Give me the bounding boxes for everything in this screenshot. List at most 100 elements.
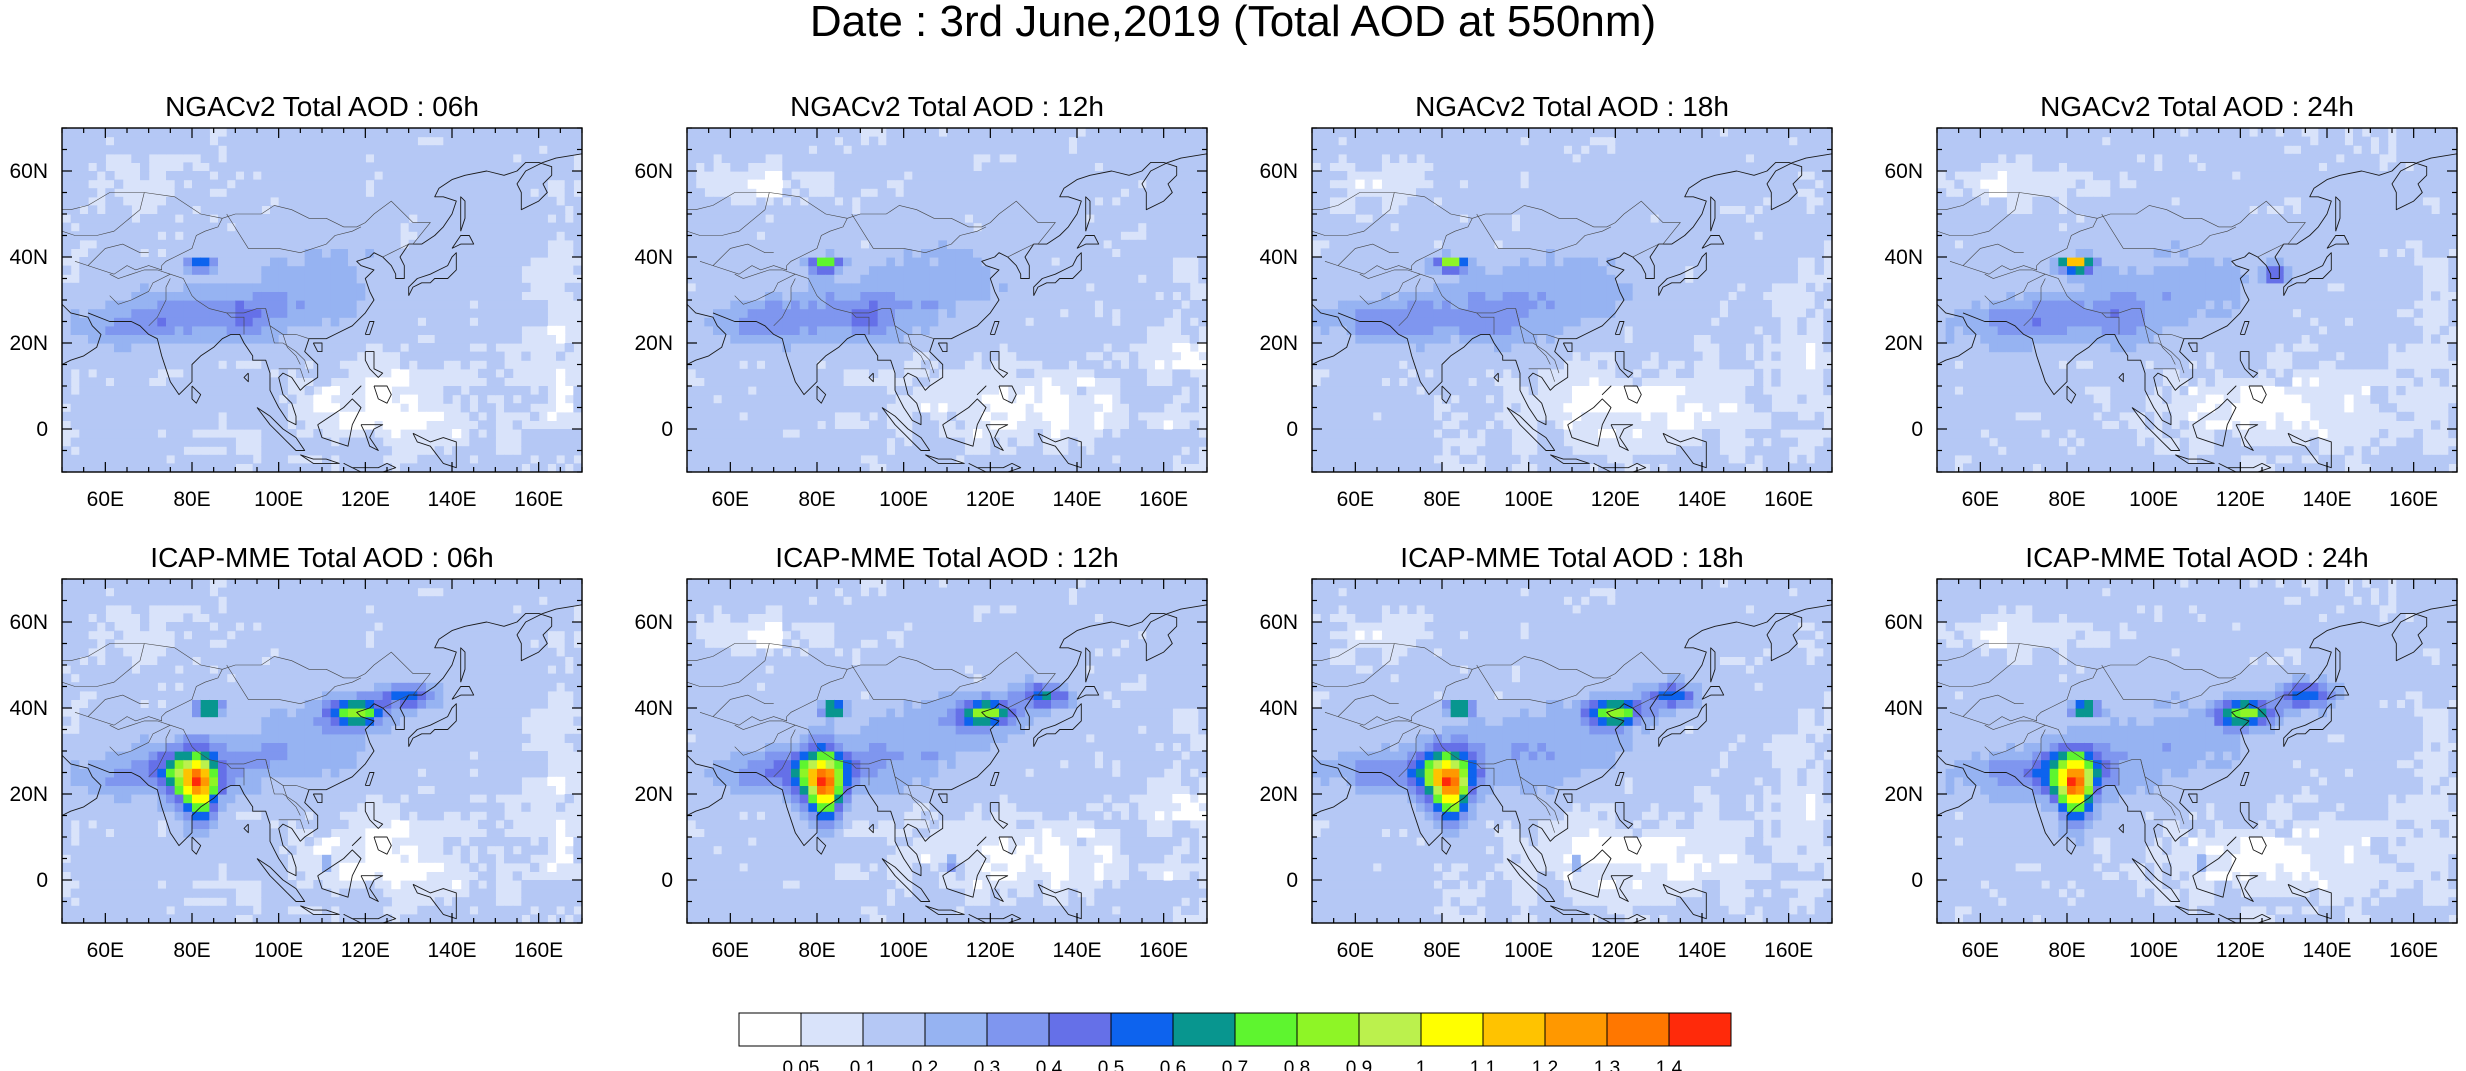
coastlines xyxy=(62,153,582,472)
lon-tick-label: 80E xyxy=(1423,488,1460,511)
lon-tick-label: 140E xyxy=(2302,939,2351,962)
lat-tick-label: 60N xyxy=(634,160,673,183)
lat-tick-label: 20N xyxy=(9,783,48,806)
lon-tick-label: 120E xyxy=(341,488,390,511)
aod-field xyxy=(1937,579,2457,923)
aod-field xyxy=(1937,128,2457,472)
aod-map: 60E 80E 100E 120E 140E 160E 60N 40N 20N 0 xyxy=(9,127,583,511)
lon-tick-label: 160E xyxy=(1764,939,1813,962)
country-borders xyxy=(1312,643,1681,833)
lat-tick-label: 40N xyxy=(1884,246,1923,269)
map-panel-icap-mme-18h: ICAP-MME Total AOD : 18h 60E 80E 100E 120E 1… xyxy=(1259,543,1833,962)
colorbar-label: 0.8 xyxy=(1284,1058,1310,1071)
aod-field xyxy=(62,579,582,923)
lat-tick-label: 60N xyxy=(1259,160,1298,183)
colorbar-box xyxy=(1110,1012,1174,1047)
colorbar-boxes xyxy=(738,1012,1732,1047)
lon-tick-label: 160E xyxy=(1764,488,1813,511)
lon-tick-label: 100E xyxy=(1504,488,1553,511)
lon-tick-label: 100E xyxy=(879,488,928,511)
lon-tick-label: 160E xyxy=(2389,939,2438,962)
lat-tick-label: 40N xyxy=(634,246,673,269)
aod-field xyxy=(687,579,1207,923)
colorbar-box xyxy=(862,1012,926,1047)
lat-tick-label: 60N xyxy=(1259,611,1298,634)
lat-tick-label: 0 xyxy=(661,869,673,892)
colorbar-box xyxy=(924,1012,988,1047)
lon-tick-label: 120E xyxy=(1591,488,1640,511)
aod-map: 60E 80E 100E 120E 140E 160E 60N 40N 20N 0 xyxy=(1259,127,1833,511)
aod-map: 60E 80E 100E 120E 140E 160E 60N 40N 20N 0 xyxy=(9,578,583,962)
lat-tick-label: 0 xyxy=(36,418,48,441)
colorbar-label: 1.1 xyxy=(1470,1058,1496,1071)
lon-tick-label: 140E xyxy=(1677,939,1726,962)
lon-tick-label: 60E xyxy=(1962,488,1999,511)
colorbar-label: 0.2 xyxy=(912,1058,938,1071)
colorbar-box xyxy=(1606,1012,1670,1047)
lat-tick-label: 20N xyxy=(1884,332,1923,355)
lat-tick-label: 20N xyxy=(1259,332,1298,355)
lon-tick-label: 80E xyxy=(2048,488,2085,511)
lat-tick-label: 40N xyxy=(1259,246,1298,269)
lat-tick-label: 0 xyxy=(1286,869,1298,892)
lon-tick-label: 80E xyxy=(798,939,835,962)
lon-tick-label: 140E xyxy=(2302,488,2351,511)
lat-tick-label: 60N xyxy=(9,160,48,183)
panel-title: ICAP-MME Total AOD : 12h xyxy=(775,542,1119,573)
colorbar-label: 0.05 xyxy=(783,1058,820,1071)
colorbar-box xyxy=(800,1012,864,1047)
panel-title: NGACv2 Total AOD : 18h xyxy=(1415,91,1729,122)
lon-tick-label: 60E xyxy=(1962,939,1999,962)
panel-title: ICAP-MME Total AOD : 06h xyxy=(150,542,494,573)
lon-tick-label: 80E xyxy=(173,939,210,962)
lat-tick-label: 0 xyxy=(36,869,48,892)
colorbar-label: 0.4 xyxy=(1036,1058,1063,1071)
colorbar-label: 0.1 xyxy=(850,1058,876,1071)
country-borders xyxy=(1312,192,1681,382)
colorbar-box xyxy=(1172,1012,1236,1047)
lon-tick-label: 140E xyxy=(1677,488,1726,511)
map-panel-ngacv2-24h: NGACv2 Total AOD : 24h 60E 80E 100E 120E 140… xyxy=(1884,92,2458,511)
lon-tick-label: 100E xyxy=(254,939,303,962)
aod-map: 60E 80E 100E 120E 140E 160E 60N 40N 20N 0 xyxy=(634,578,1208,962)
aod-map: 60E 80E 100E 120E 140E 160E 60N 40N 20N 0 xyxy=(1884,127,2458,511)
colorbar-label: 1.2 xyxy=(1532,1058,1558,1071)
aod-map: 60E 80E 100E 120E 140E 160E 60N 40N 20N 0 xyxy=(1884,578,2458,962)
panel-title: NGACv2 Total AOD : 24h xyxy=(2040,91,2354,122)
lat-tick-label: 20N xyxy=(634,332,673,355)
aod-field xyxy=(62,128,582,472)
map-panel-ngacv2-12h: NGACv2 Total AOD : 12h 60E 80E 100E 120E 140… xyxy=(634,92,1208,511)
colorbar-box xyxy=(1048,1012,1112,1047)
coastlines xyxy=(1312,153,1832,472)
panel-title: NGACv2 Total AOD : 06h xyxy=(165,91,479,122)
lon-tick-label: 160E xyxy=(514,939,563,962)
panel-title: ICAP-MME Total AOD : 18h xyxy=(1400,542,1744,573)
country-borders xyxy=(62,643,431,833)
lat-tick-label: 60N xyxy=(9,611,48,634)
map-panel-ngacv2-06h: NGACv2 Total AOD : 06h 60E 80E 100E 120E 140… xyxy=(9,92,583,511)
lat-tick-label: 0 xyxy=(661,418,673,441)
map-panel-icap-mme-12h: ICAP-MME Total AOD : 12h 60E 80E 100E 120E 1… xyxy=(634,543,1208,962)
axis-ticks xyxy=(686,127,1208,473)
axis-ticks xyxy=(1936,578,2458,924)
coastlines xyxy=(1937,153,2457,472)
lon-tick-label: 120E xyxy=(2216,939,2265,962)
lon-tick-label: 60E xyxy=(712,488,749,511)
axis-ticks xyxy=(61,578,583,924)
lon-tick-label: 140E xyxy=(1052,488,1101,511)
lon-tick-label: 100E xyxy=(254,488,303,511)
lat-tick-label: 0 xyxy=(1911,418,1923,441)
country-borders xyxy=(687,192,1056,382)
lon-tick-label: 120E xyxy=(966,488,1015,511)
country-borders xyxy=(1937,643,2306,833)
lon-tick-label: 120E xyxy=(966,939,1015,962)
colorbar-box xyxy=(1482,1012,1546,1047)
aod-field xyxy=(1312,128,1832,472)
lon-tick-label: 80E xyxy=(1423,939,1460,962)
colorbar-label: 0.7 xyxy=(1222,1058,1248,1071)
lon-tick-label: 160E xyxy=(514,488,563,511)
colorbar-box xyxy=(1234,1012,1298,1047)
lon-tick-label: 100E xyxy=(2129,488,2178,511)
lon-tick-label: 60E xyxy=(87,488,124,511)
lon-tick-label: 80E xyxy=(173,488,210,511)
